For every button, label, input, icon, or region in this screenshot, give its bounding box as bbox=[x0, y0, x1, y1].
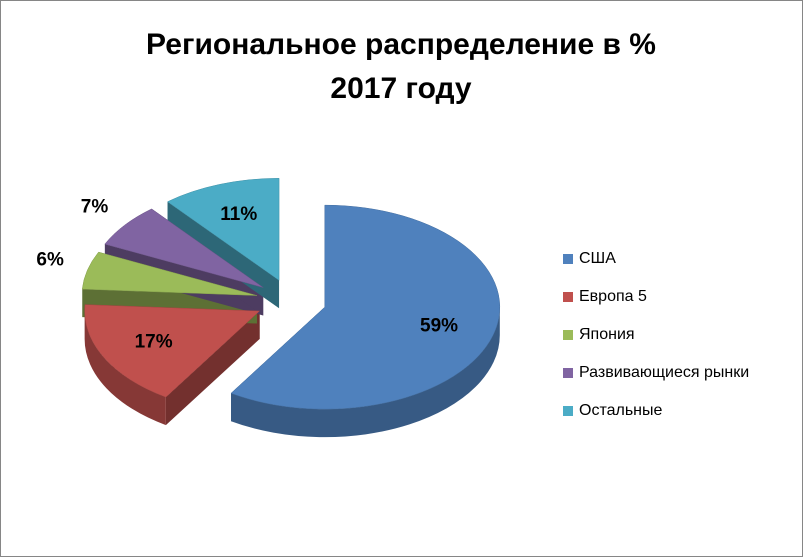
data-label: 59% bbox=[420, 316, 458, 337]
data-label: 7% bbox=[81, 196, 109, 217]
legend-label: Европа 5 bbox=[579, 288, 647, 305]
legend-label: Япония bbox=[579, 326, 635, 343]
chart-title: Региональное распределение в % 2017 году bbox=[146, 28, 656, 105]
data-label: 6% bbox=[36, 250, 64, 271]
data-label: 17% bbox=[135, 331, 173, 352]
slice bbox=[81, 251, 257, 296]
legend-swatch bbox=[563, 330, 573, 340]
slice bbox=[104, 208, 264, 288]
legend-swatch bbox=[563, 254, 573, 264]
legend-swatch bbox=[563, 406, 573, 416]
data-label: 11% bbox=[220, 204, 257, 225]
slice-side bbox=[84, 310, 166, 426]
legend-swatch bbox=[563, 368, 573, 378]
slice-side bbox=[231, 307, 500, 438]
slice bbox=[230, 204, 501, 410]
tops bbox=[81, 178, 501, 410]
slice-edge bbox=[165, 310, 260, 426]
legend-label: Развивающиеся рынки bbox=[579, 364, 749, 381]
legend-swatch bbox=[563, 292, 573, 302]
legend-label: Остальные bbox=[579, 402, 663, 419]
legend-label: США bbox=[579, 250, 616, 267]
slice bbox=[167, 178, 280, 281]
slice bbox=[84, 304, 261, 398]
